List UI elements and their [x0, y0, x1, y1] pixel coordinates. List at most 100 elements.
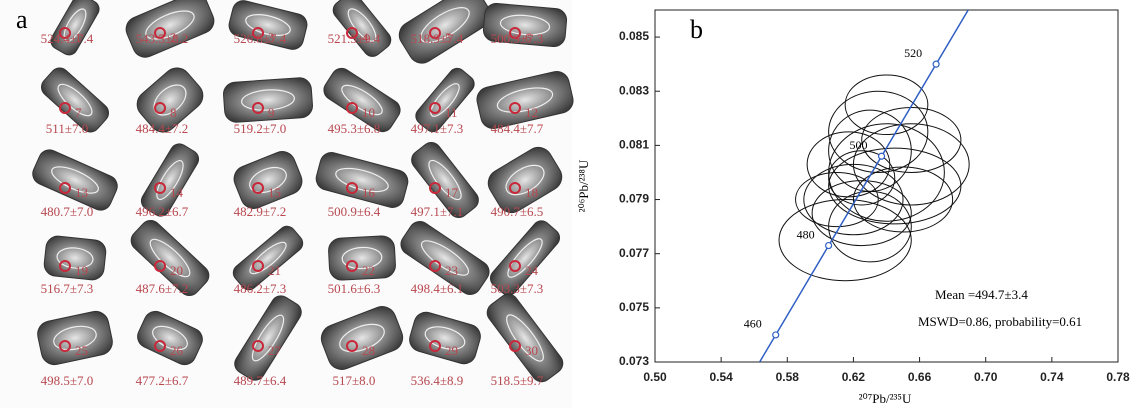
analysis-spot [59, 182, 71, 194]
spot-age: 500.9±7.3 [491, 31, 544, 46]
grain-body [37, 310, 113, 366]
concordia-age-label: 460 [744, 317, 762, 331]
spot-number: 13 [75, 185, 88, 200]
grain-body [400, 221, 490, 295]
grain-body [415, 67, 475, 133]
spot-age: 496.2±6.7 [136, 204, 189, 219]
grain-zoning [430, 83, 460, 117]
zircon-grain [43, 235, 107, 281]
x-tick-label: 0.58 [776, 370, 800, 384]
error-ellipse [778, 199, 912, 282]
spot-number: 15 [268, 185, 281, 200]
spot-number: 26 [170, 343, 184, 358]
grain-zoning [251, 314, 285, 362]
error-ellipse [795, 171, 879, 228]
analysis-spot [59, 102, 71, 114]
grain-body [487, 146, 563, 214]
analysis-spot [252, 260, 264, 272]
y-tick-label: 0.085 [619, 29, 649, 43]
grain-zoning [245, 14, 291, 36]
zircon-grain [234, 295, 302, 381]
error-ellipse [852, 166, 954, 233]
analysis-spot [429, 27, 441, 39]
spot-age: 518.9±7.4 [411, 31, 464, 46]
spot-number: 7 [75, 105, 82, 120]
analysis-spot [429, 340, 441, 352]
spot-age: 503.3±7.3 [491, 281, 544, 296]
grain-body [489, 220, 561, 296]
spot-age: 500.9±6.4 [328, 204, 381, 219]
error-ellipse [811, 180, 912, 247]
grain-zoning [249, 166, 287, 194]
analysis-spot [429, 102, 441, 114]
zircon-grain [476, 70, 574, 130]
error-ellipse [828, 190, 912, 263]
spot-age: 519.2±7.0 [234, 121, 287, 136]
spot-number: 5 [445, 30, 452, 45]
grain-zoning [424, 326, 466, 350]
analysis-spot [252, 102, 264, 114]
y-tick-label: 0.083 [619, 83, 649, 97]
error-ellipse [844, 74, 929, 136]
spot-age: 498.5±7.0 [41, 373, 94, 388]
spot-number: 18 [525, 185, 538, 200]
grain-body [232, 225, 304, 291]
grain-body [223, 77, 313, 123]
spot-number: 10 [362, 105, 375, 120]
zircon-grain [32, 149, 118, 211]
spot-number: 24 [525, 263, 539, 278]
analysis-spot [509, 340, 521, 352]
concordia-curve [759, 10, 969, 362]
concordia-age-label: 500 [850, 138, 868, 152]
zircon-grain [232, 225, 304, 291]
grain-body [233, 151, 303, 209]
spot-age: 482.9±7.2 [234, 204, 287, 219]
grain-body [411, 142, 479, 218]
zircon-grain [411, 142, 479, 218]
zircon-grain [489, 220, 561, 296]
zircon-grain [328, 235, 396, 281]
zircon-grain [50, 0, 100, 56]
spot-number: 27 [268, 343, 282, 358]
grain-zoning [56, 247, 94, 269]
y-tick-label: 0.079 [619, 192, 649, 206]
grain-body [32, 149, 118, 211]
analysis-spot [252, 340, 264, 352]
zircon-grain [398, 0, 492, 64]
analysis-spot [59, 260, 71, 272]
zircon-grain [140, 143, 200, 217]
grain-body [43, 235, 107, 281]
spot-number: 3 [268, 30, 275, 45]
plot-frame [654, 9, 1119, 363]
panel-label: b [690, 15, 703, 44]
grain-zoning [156, 159, 184, 201]
concordia-age-point [932, 60, 940, 68]
y-axis-label: ²⁰⁶Pb/²³⁸U [576, 159, 591, 212]
analysis-spot [252, 27, 264, 39]
spot-number: 12 [525, 105, 538, 120]
grain-zoning [53, 325, 97, 351]
analysis-spot [429, 182, 441, 194]
analysis-spot [509, 182, 521, 194]
spot-number: 1 [75, 30, 82, 45]
grain-zoning [249, 241, 287, 275]
spot-number: 21 [268, 263, 281, 278]
spot-number: 6 [525, 30, 532, 45]
x-axis-label: ²⁰⁷Pb/²³⁵U [859, 391, 912, 406]
y-tick-label: 0.077 [619, 246, 649, 260]
grain-body [323, 67, 401, 133]
y-tick-label: 0.075 [619, 300, 649, 314]
spot-number: 29 [445, 343, 458, 358]
spot-age: 501.6±6.3 [328, 281, 381, 296]
spot-age: 489.7±6.4 [234, 373, 287, 388]
zircon-grain [223, 77, 313, 123]
x-tick-label: 0.54 [709, 370, 733, 384]
analysis-spot [252, 182, 264, 194]
grain-zoning [341, 246, 383, 270]
spot-number: 17 [445, 185, 459, 200]
grain-body [125, 0, 215, 58]
spot-age: 543.5±8.2 [136, 31, 189, 46]
spot-age: 511±7.0 [46, 121, 88, 136]
analysis-spot [509, 102, 521, 114]
concordia-age-point [877, 152, 886, 160]
